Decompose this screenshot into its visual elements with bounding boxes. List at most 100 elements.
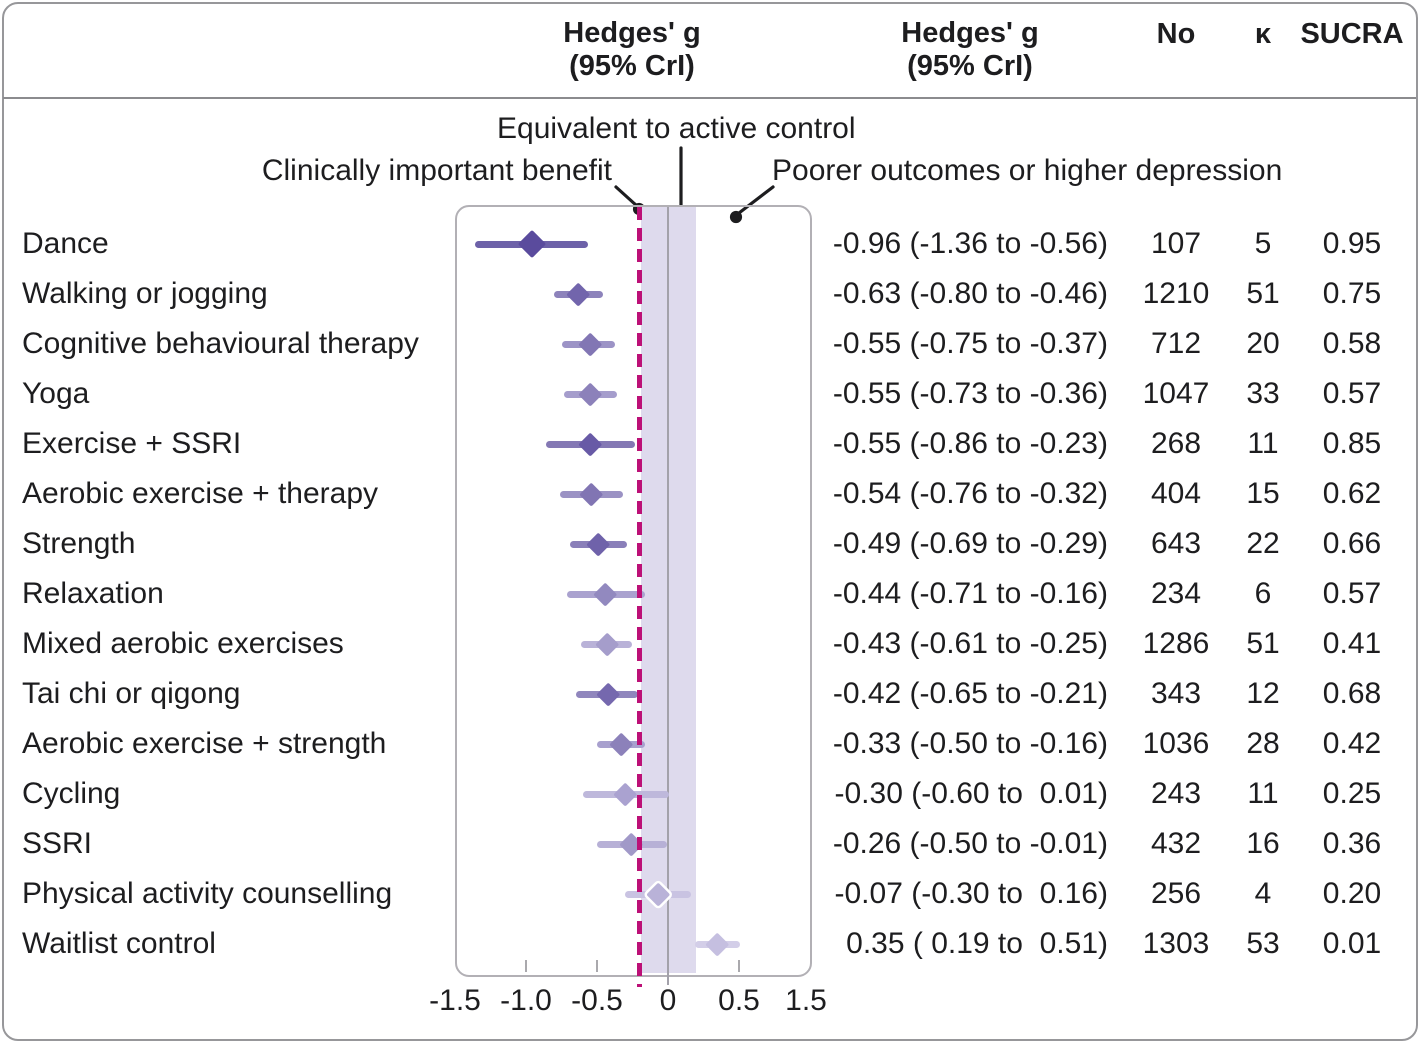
n-value-dance: 107 bbox=[1150, 227, 1202, 260]
effect-value-aerobic-exercise-therapy: -0.54 (-0.76 to -0.32) bbox=[832, 477, 1108, 510]
k-value-relaxation: 6 bbox=[1254, 577, 1272, 610]
row-label-waitlist-control: Waitlist control bbox=[22, 927, 216, 960]
n-value-mixed-aerobic-exercises: 1286 bbox=[1142, 627, 1210, 660]
axis-tick-label--1.0: -1.0 bbox=[500, 984, 552, 1017]
k-value-dance: 5 bbox=[1254, 227, 1272, 260]
k-value-aerobic-exercise-therapy: 15 bbox=[1246, 477, 1280, 510]
sucra-value-waitlist-control: 0.01 bbox=[1322, 927, 1382, 960]
n-value-waitlist-control: 1303 bbox=[1142, 927, 1210, 960]
annotation-poorer: Poorer outcomes or higher depression bbox=[772, 154, 1283, 187]
effect-value-ssri: -0.26 (-0.50 to -0.01) bbox=[832, 827, 1108, 860]
row-label-yoga: Yoga bbox=[22, 377, 90, 410]
header-effect-right-line2: (95% CrI) bbox=[907, 50, 1033, 82]
sucra-value-aerobic-exercise-strength: 0.42 bbox=[1322, 727, 1382, 760]
effect-value-relaxation: -0.44 (-0.71 to -0.16) bbox=[832, 577, 1108, 610]
axis-tick-label--1.5: -1.5 bbox=[429, 984, 481, 1017]
header-separator bbox=[3, 97, 1416, 99]
header-no: No bbox=[1156, 18, 1196, 50]
effect-diamond-mixed-aerobic-exercises bbox=[595, 632, 619, 656]
k-value-aerobic-exercise-strength: 28 bbox=[1246, 727, 1280, 760]
k-value-cycling: 11 bbox=[1247, 777, 1279, 810]
sucra-value-dance: 0.95 bbox=[1322, 227, 1382, 260]
sucra-value-exercise-ssri: 0.85 bbox=[1322, 427, 1382, 460]
n-value-walking-or-jogging: 1210 bbox=[1142, 277, 1210, 310]
sucra-value-physical-activity-counselling: 0.20 bbox=[1322, 877, 1382, 910]
effect-value-yoga: -0.55 (-0.73 to -0.36) bbox=[832, 377, 1108, 410]
row-label-cognitive-behavioural-therapy: Cognitive behavioural therapy bbox=[22, 327, 419, 360]
row-label-mixed-aerobic-exercises: Mixed aerobic exercises bbox=[22, 627, 344, 660]
n-value-tai-chi-or-qigong: 343 bbox=[1150, 677, 1202, 710]
axis-tick-1 bbox=[596, 960, 598, 972]
n-value-ssri: 432 bbox=[1150, 827, 1202, 860]
effect-value-tai-chi-or-qigong: -0.42 (-0.65 to -0.21) bbox=[832, 677, 1108, 710]
sucra-value-mixed-aerobic-exercises: 0.41 bbox=[1322, 627, 1382, 660]
header-sucra: SUCRA bbox=[1300, 18, 1404, 50]
row-label-strength: Strength bbox=[22, 527, 136, 560]
header-effect-left-line1: Hedges' g bbox=[563, 17, 701, 49]
k-value-walking-or-jogging: 51 bbox=[1246, 277, 1280, 310]
n-value-aerobic-exercise-strength: 1036 bbox=[1142, 727, 1210, 760]
k-value-mixed-aerobic-exercises: 51 bbox=[1246, 627, 1280, 660]
header-kappa: κ bbox=[1254, 18, 1272, 50]
axis-tick-0 bbox=[525, 960, 527, 972]
row-label-aerobic-exercise-strength: Aerobic exercise + strength bbox=[22, 727, 387, 760]
zero-line bbox=[667, 207, 669, 985]
effect-diamond-tai-chi-or-qigong bbox=[596, 682, 621, 706]
row-label-exercise-ssri: Exercise + SSRI bbox=[22, 427, 242, 460]
effect-diamond-aerobic-exercise-strength bbox=[609, 732, 633, 756]
axis-tick-label-0.5: 0.5 bbox=[718, 984, 760, 1017]
row-label-cycling: Cycling bbox=[22, 777, 121, 810]
row-label-ssri: SSRI bbox=[22, 827, 93, 860]
effect-diamond-relaxation bbox=[593, 582, 618, 606]
n-value-exercise-ssri: 268 bbox=[1150, 427, 1202, 460]
effect-diamond-cognitive-behavioural-therapy bbox=[578, 332, 602, 356]
effect-value-cognitive-behavioural-therapy: -0.55 (-0.75 to -0.37) bbox=[832, 327, 1108, 360]
annotation-benefit: Clinically important benefit bbox=[261, 154, 612, 187]
effect-diamond-yoga bbox=[578, 382, 602, 406]
axis-tick-2 bbox=[738, 960, 740, 972]
header-effect-left-line2: (95% CrI) bbox=[569, 50, 695, 82]
k-value-cognitive-behavioural-therapy: 20 bbox=[1246, 327, 1280, 360]
k-value-exercise-ssri: 11 bbox=[1247, 427, 1279, 460]
effect-value-physical-activity-counselling: -0.07 (-0.30 to 0.16) bbox=[834, 877, 1109, 910]
effect-diamond-aerobic-exercise-therapy bbox=[579, 482, 603, 506]
effect-value-strength: -0.49 (-0.69 to -0.29) bbox=[832, 527, 1108, 560]
sucra-value-cycling: 0.25 bbox=[1322, 777, 1382, 810]
n-value-cycling: 243 bbox=[1150, 777, 1202, 810]
effect-diamond-walking-or-jogging bbox=[566, 282, 591, 306]
n-value-aerobic-exercise-therapy: 404 bbox=[1150, 477, 1202, 510]
axis-tick-label--0.5: -0.5 bbox=[571, 984, 623, 1017]
k-value-yoga: 33 bbox=[1246, 377, 1280, 410]
n-value-yoga: 1047 bbox=[1142, 377, 1210, 410]
axis-tick-label-1.5: 1.5 bbox=[785, 984, 827, 1017]
header-effect-right: Hedges' g (95% CrI) bbox=[820, 17, 1120, 83]
annotation-equivalent: Equivalent to active control bbox=[497, 112, 856, 145]
clinical-threshold-dashed-line bbox=[637, 207, 643, 987]
row-label-relaxation: Relaxation bbox=[22, 577, 164, 610]
row-label-aerobic-exercise-therapy: Aerobic exercise + therapy bbox=[22, 477, 379, 510]
effect-value-aerobic-exercise-strength: -0.33 (-0.50 to -0.16) bbox=[832, 727, 1108, 760]
k-value-tai-chi-or-qigong: 12 bbox=[1246, 677, 1280, 710]
row-label-tai-chi-or-qigong: Tai chi or qigong bbox=[22, 677, 241, 710]
plot-box bbox=[455, 205, 812, 977]
row-label-physical-activity-counselling: Physical activity counselling bbox=[22, 877, 393, 910]
axis-tick-label-0: 0 bbox=[659, 984, 677, 1017]
n-value-relaxation: 234 bbox=[1150, 577, 1202, 610]
k-value-waitlist-control: 53 bbox=[1246, 927, 1280, 960]
sucra-value-walking-or-jogging: 0.75 bbox=[1322, 277, 1382, 310]
k-value-physical-activity-counselling: 4 bbox=[1254, 877, 1272, 910]
effect-value-exercise-ssri: -0.55 (-0.86 to -0.23) bbox=[832, 427, 1108, 460]
effect-value-waitlist-control: 0.35 ( 0.19 to 0.51) bbox=[846, 927, 1108, 960]
sucra-value-aerobic-exercise-therapy: 0.62 bbox=[1322, 477, 1382, 510]
k-value-ssri: 16 bbox=[1246, 827, 1280, 860]
n-value-cognitive-behavioural-therapy: 712 bbox=[1150, 327, 1202, 360]
sucra-value-yoga: 0.57 bbox=[1322, 377, 1382, 410]
effect-diamond-exercise-ssri bbox=[578, 432, 602, 456]
effect-diamond-strength bbox=[586, 532, 611, 556]
effect-value-cycling: -0.30 (-0.60 to 0.01) bbox=[834, 777, 1109, 810]
sucra-value-tai-chi-or-qigong: 0.68 bbox=[1322, 677, 1382, 710]
sucra-value-strength: 0.66 bbox=[1322, 527, 1382, 560]
header-effect-left: Hedges' g (95% CrI) bbox=[482, 17, 782, 83]
